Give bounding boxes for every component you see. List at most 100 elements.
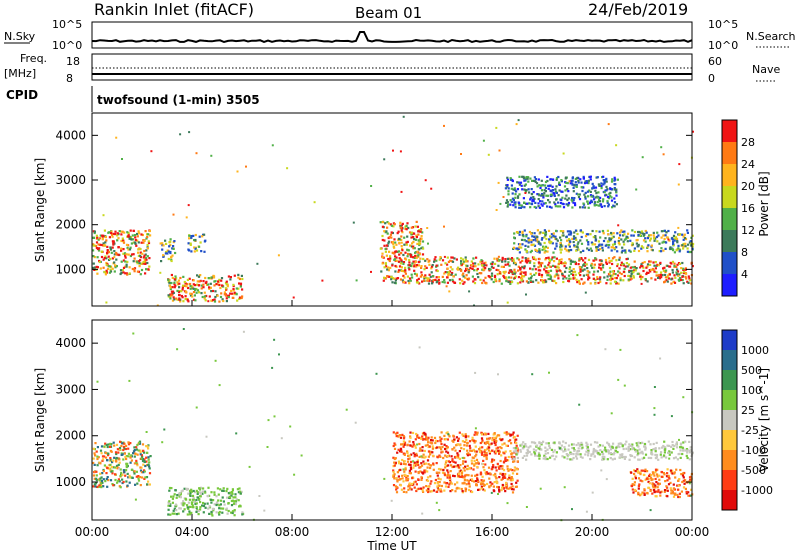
power-cell: [535, 206, 538, 209]
velocity-cell: [440, 484, 443, 488]
velocity-cell: [112, 441, 115, 444]
velocity-cell: [631, 488, 634, 491]
velocity-cell: [428, 445, 431, 448]
power-scatter: [674, 281, 676, 284]
velocity-cell: [675, 443, 678, 446]
velocity-cell: [644, 453, 648, 456]
power-cell: [400, 245, 403, 248]
velocity-cell: [96, 457, 99, 461]
power-cell: [533, 176, 536, 179]
power-cell: [130, 238, 133, 241]
power-cell: [577, 196, 581, 199]
velocity-cell: [222, 500, 225, 503]
power-cell: [605, 185, 608, 188]
velocity-cell: [135, 475, 138, 478]
velocity-cell: [461, 462, 465, 465]
velocity-cell: [239, 505, 242, 508]
power-cell: [102, 242, 105, 245]
power-cell: [546, 274, 549, 277]
power-cell: [601, 246, 604, 249]
velocity-cell: [403, 443, 406, 446]
velocity-cell: [501, 483, 504, 487]
velocity-cell: [208, 512, 211, 515]
power-cell: [125, 253, 128, 256]
power-cell: [430, 271, 433, 274]
velocity-cell: [515, 481, 518, 484]
velocity-cell: [641, 452, 644, 455]
velocity-cell: [143, 458, 146, 461]
power-cell: [230, 292, 234, 295]
velocity-scatter: [266, 446, 269, 448]
power-cell: [605, 193, 608, 196]
power-cell: [182, 284, 185, 287]
power-cell: [587, 233, 590, 236]
power-cell: [499, 271, 502, 274]
power-cell: [613, 205, 616, 208]
velocity-cell: [485, 455, 488, 458]
velocity-cell: [667, 474, 670, 477]
power-scatter: [142, 241, 145, 244]
power-cell: [558, 259, 561, 262]
power-cell: [560, 180, 563, 183]
velocity-cell: [105, 477, 108, 481]
power-cell: [594, 189, 597, 192]
power-cell: [577, 279, 580, 282]
velocity-cell: [477, 488, 480, 491]
power-cell: [579, 268, 582, 271]
velocity-cell: [416, 434, 419, 437]
power-cell: [505, 280, 508, 283]
power-cell: [418, 253, 422, 256]
velocity-scatter: [578, 403, 581, 406]
velocity-cell: [92, 485, 95, 488]
velocity-cell: [179, 507, 182, 510]
velocity-cell: [466, 479, 469, 482]
velocity-cell: [516, 456, 519, 460]
power-cell: [402, 274, 405, 277]
power-cell: [576, 281, 579, 284]
power-cell: [525, 250, 528, 253]
velocity-cell: [636, 452, 640, 455]
velocity-cell: [406, 451, 409, 454]
power-cell: [610, 246, 613, 249]
velocity-cell: [498, 452, 501, 455]
velocity-cell: [509, 439, 512, 442]
power-cell: [608, 237, 611, 240]
velocity-cell: [470, 474, 473, 477]
power-cell: [595, 203, 598, 207]
power-cell: [544, 186, 547, 190]
velocity-cell: [560, 444, 563, 447]
velocity-cell: [644, 470, 647, 473]
power-cell: [98, 237, 101, 240]
power-cell: [504, 270, 507, 273]
velocity-cell: [464, 487, 467, 490]
velocity-scatter: [273, 338, 276, 341]
power-cell: [405, 241, 408, 244]
power-cell: [193, 294, 196, 297]
velocity-cell: [202, 501, 205, 505]
power-cell: [602, 232, 605, 235]
power-cell: [550, 193, 553, 196]
power-cell: [575, 183, 578, 187]
x-axis-label: Time UT: [366, 539, 417, 553]
power-cell: [407, 226, 410, 230]
power-cell: [609, 191, 612, 194]
power-cell: [619, 277, 622, 280]
velocity-cell: [458, 450, 461, 453]
velocity-cell: [196, 496, 199, 499]
velocity-scatter: [118, 467, 121, 470]
power-cell: [383, 239, 386, 242]
velocity-cell: [106, 466, 109, 470]
velocity-cell: [419, 447, 422, 450]
power-cell: [218, 283, 221, 287]
velocity-cell: [653, 491, 656, 494]
power-cell: [141, 233, 144, 237]
power-cell: [446, 271, 449, 274]
power-cell: [544, 190, 547, 193]
velocity-cell: [392, 474, 395, 477]
power-cell: [417, 255, 420, 258]
velocity-cell: [468, 440, 472, 443]
power-cell: [404, 266, 407, 269]
power-cell: [469, 267, 472, 270]
power-cell: [492, 266, 495, 269]
velocity-cell: [527, 446, 530, 449]
